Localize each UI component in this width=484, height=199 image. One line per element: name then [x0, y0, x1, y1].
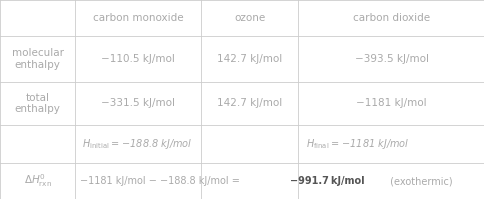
Text: ozone: ozone — [234, 13, 265, 23]
Text: −1181 kJ/mol: −1181 kJ/mol — [356, 99, 426, 108]
Text: −1181 kJ/mol − −188.8 kJ/mol =: −1181 kJ/mol − −188.8 kJ/mol = — [80, 176, 242, 186]
Text: −331.5 kJ/mol: −331.5 kJ/mol — [101, 99, 175, 108]
Text: 142.7 kJ/mol: 142.7 kJ/mol — [217, 54, 282, 64]
Text: $H_\mathrm{final}$ = −1181 kJ/mol: $H_\mathrm{final}$ = −1181 kJ/mol — [305, 137, 408, 151]
Text: carbon monoxide: carbon monoxide — [93, 13, 183, 23]
Text: total
enthalpy: total enthalpy — [15, 93, 60, 114]
Text: 142.7 kJ/mol: 142.7 kJ/mol — [217, 99, 282, 108]
Text: −110.5 kJ/mol: −110.5 kJ/mol — [101, 54, 175, 64]
Text: molecular
enthalpy: molecular enthalpy — [12, 48, 63, 69]
Text: −991.7 kJ/mol: −991.7 kJ/mol — [290, 176, 364, 186]
Text: −393.5 kJ/mol: −393.5 kJ/mol — [354, 54, 428, 64]
Text: carbon dioxide: carbon dioxide — [352, 13, 429, 23]
Text: $\Delta H^0_\mathrm{rxn}$: $\Delta H^0_\mathrm{rxn}$ — [24, 173, 51, 189]
Text: $H_\mathrm{initial}$ = −188.8 kJ/mol: $H_\mathrm{initial}$ = −188.8 kJ/mol — [82, 137, 193, 151]
Text: (exothermic): (exothermic) — [386, 176, 452, 186]
